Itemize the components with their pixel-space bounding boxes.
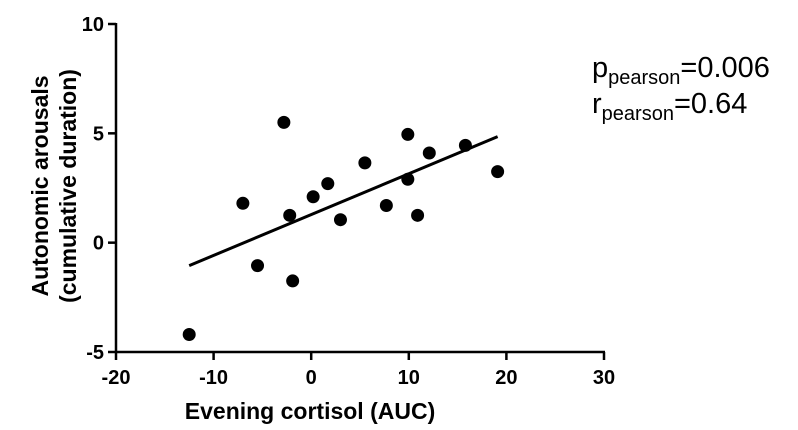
y-axis-title-line-1: Autonomic arousals [27, 75, 53, 296]
y-axis-title-line-2: (cumulative duration) [55, 69, 81, 303]
data-point [277, 115, 291, 129]
p-value: =0.006 [680, 52, 770, 84]
y-tick-label: 5 [93, 123, 104, 145]
p-subscript: pearson [608, 67, 680, 89]
regression-line [188, 135, 499, 268]
p-value-annotation: ppearson=0.006 [592, 52, 770, 89]
axes [114, 23, 605, 354]
x-tick-label: 30 [593, 367, 615, 389]
regression-line-group [188, 135, 499, 268]
r-symbol: r [592, 88, 602, 120]
y-tick-label: 0 [93, 233, 104, 255]
data-point [251, 259, 265, 273]
data-point [411, 208, 425, 222]
x-axis-title: Evening cortisol (AUC) [185, 398, 435, 424]
data-point [333, 213, 347, 227]
y-tick-label: 10 [82, 14, 104, 36]
data-point [283, 208, 297, 222]
data-point [306, 190, 320, 204]
data-point [182, 328, 196, 342]
r-value-annotation: rpearson=0.64 [592, 88, 747, 125]
y-axis-title: Autonomic arousals (cumulative duration) [27, 69, 81, 303]
x-tick-label: 20 [495, 367, 517, 389]
data-points [182, 115, 505, 342]
data-point [401, 127, 415, 141]
data-point [458, 138, 472, 152]
r-value: =0.64 [674, 88, 747, 120]
data-point [422, 146, 436, 160]
x-tick-label: -10 [199, 367, 228, 389]
data-point [379, 198, 393, 212]
data-point [358, 156, 372, 170]
data-point [321, 177, 335, 191]
r-subscript: pearson [602, 103, 674, 125]
data-point [236, 196, 250, 210]
data-point [401, 172, 415, 186]
x-tick-label: 10 [398, 367, 420, 389]
x-axis-ticks: -20 -10 0 10 20 30 [102, 352, 615, 389]
x-tick-label: -20 [102, 367, 131, 389]
p-symbol: p [592, 52, 608, 84]
data-point [491, 165, 505, 179]
y-tick-label: -5 [86, 342, 104, 364]
x-tick-label: 0 [306, 367, 317, 389]
y-axis-ticks: -5 0 5 10 [82, 14, 116, 364]
data-point [286, 274, 300, 288]
